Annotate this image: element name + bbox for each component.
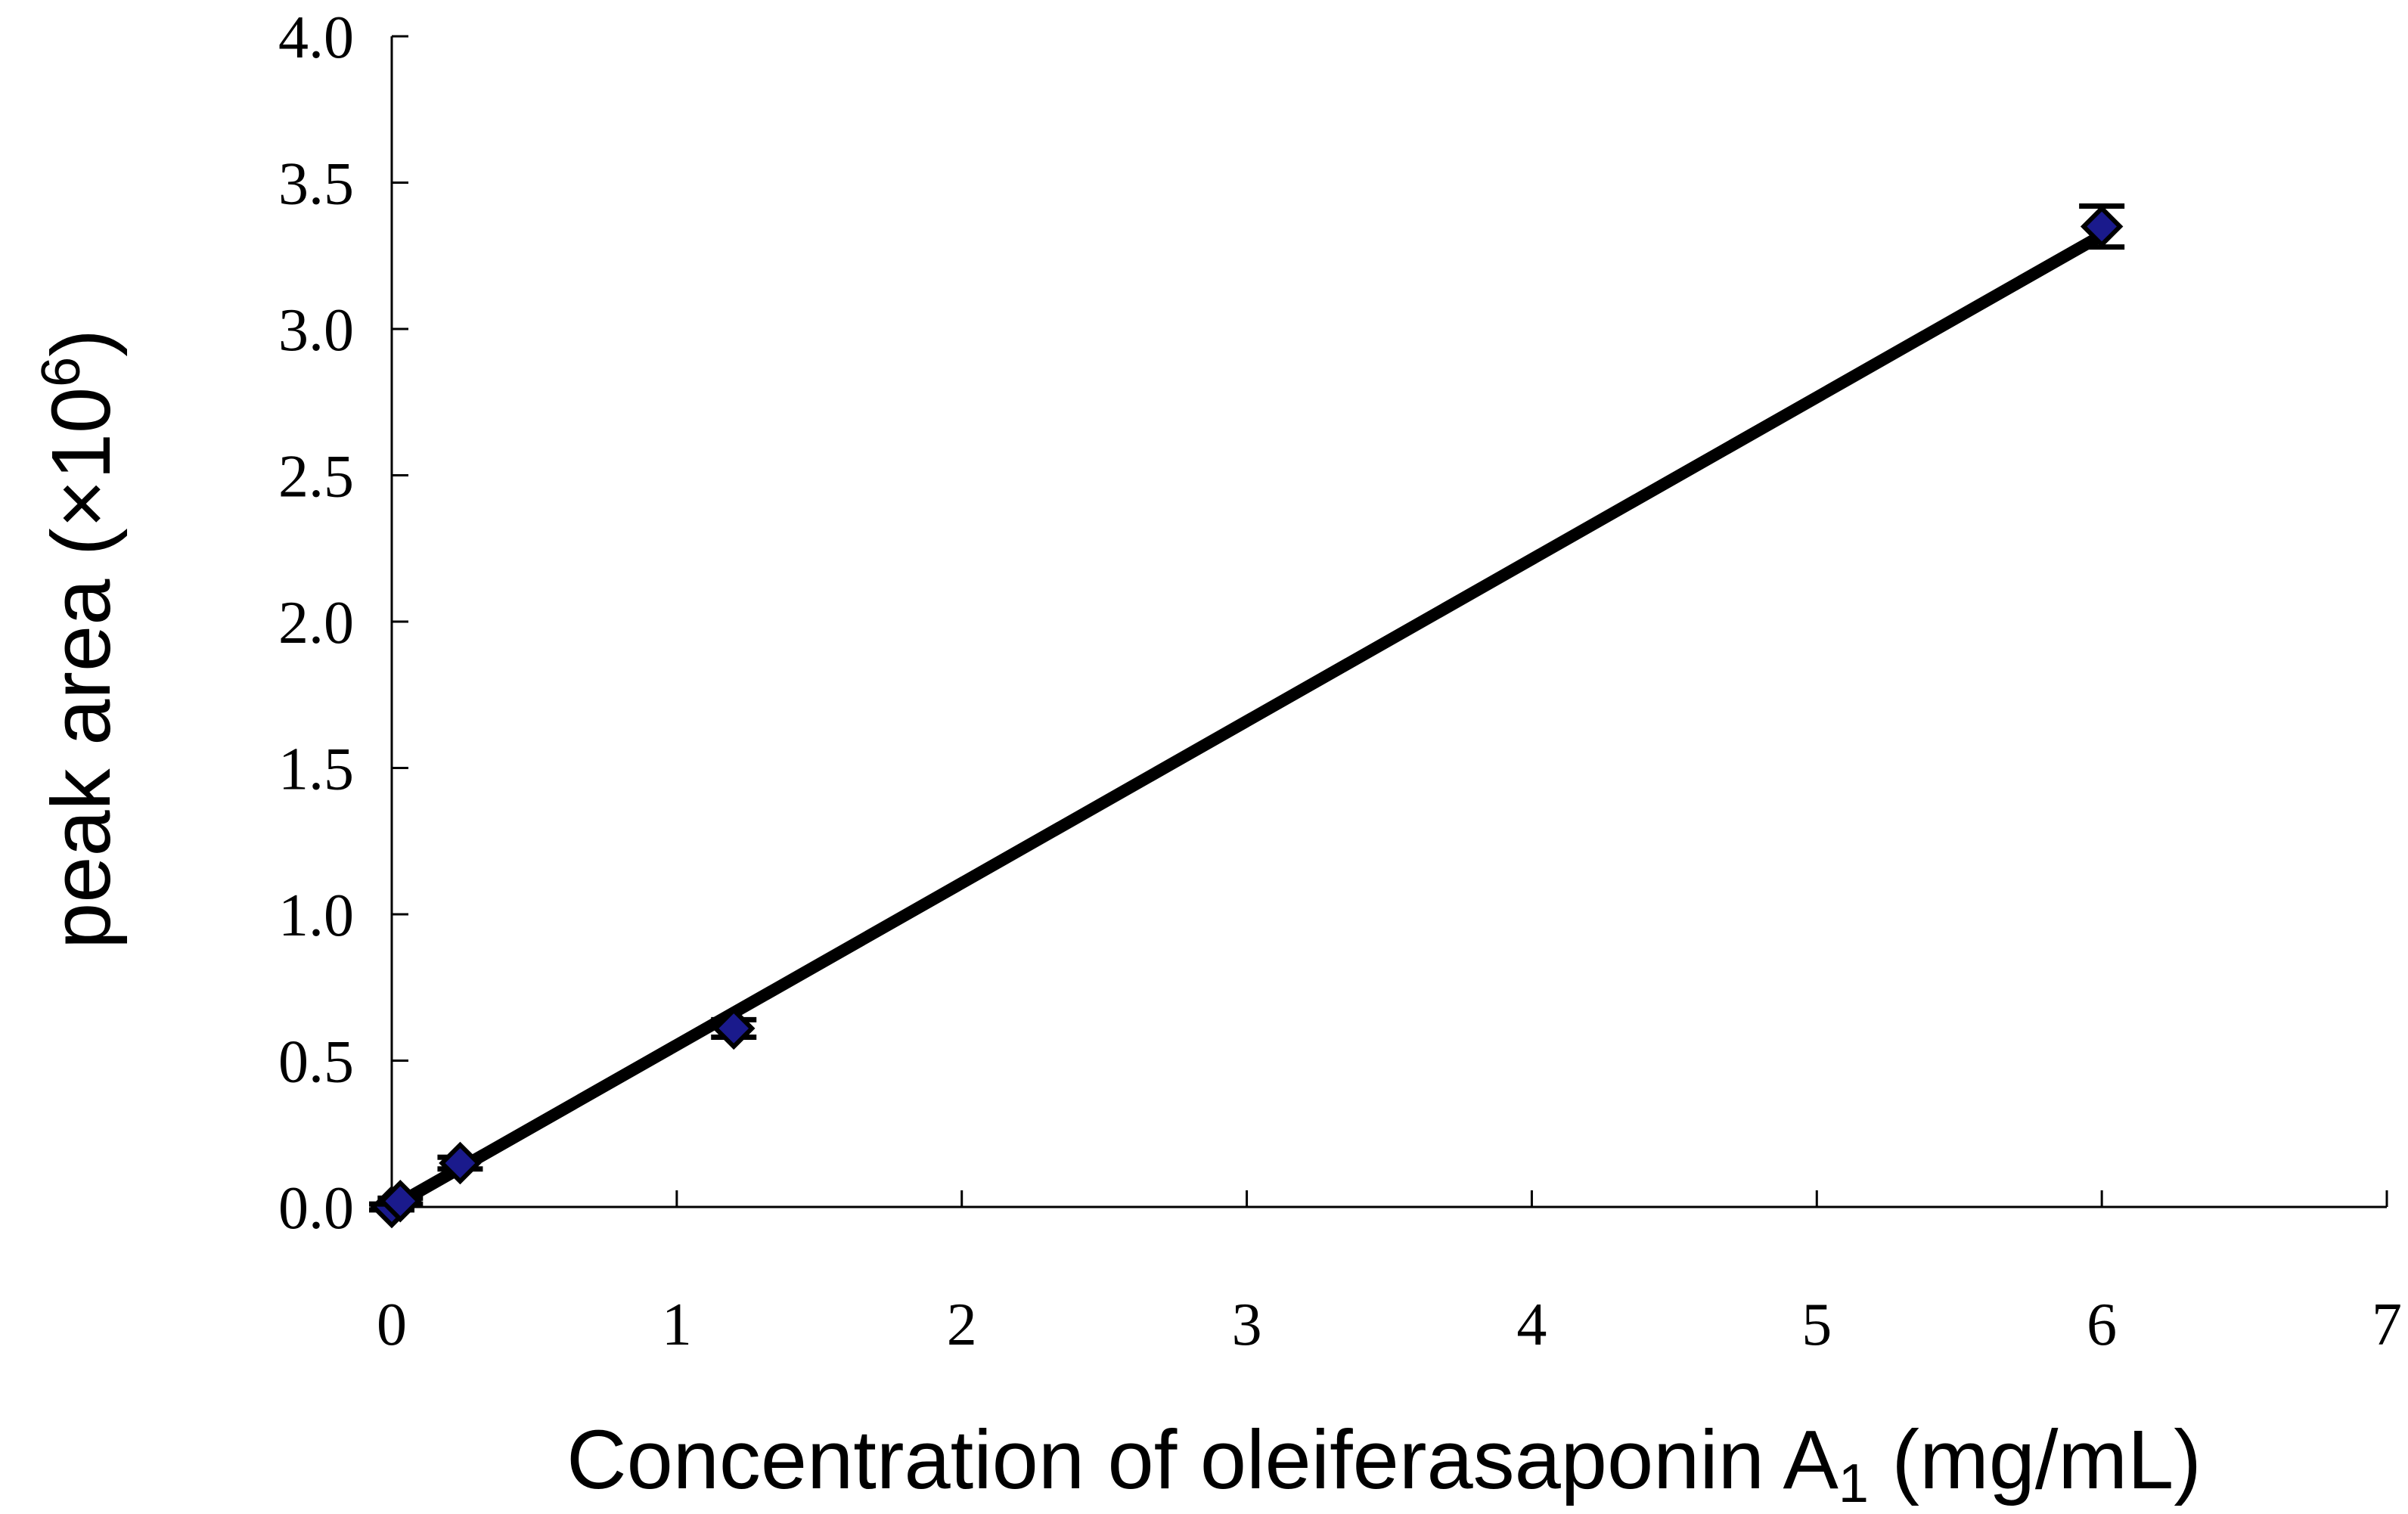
y-tick-label: 1.0 <box>278 883 354 949</box>
y-tick-label: 3.0 <box>278 297 354 364</box>
y-tick-label: 0.5 <box>278 1029 354 1096</box>
y-tick-label: 1.5 <box>278 737 354 803</box>
y-tick-label: 2.0 <box>278 590 354 656</box>
fit-line <box>386 229 2109 1213</box>
data-points <box>369 203 2125 1229</box>
x-tick-label: 6 <box>2087 1292 2117 1358</box>
data-point-marker <box>712 1007 756 1050</box>
y-axis-title: peak area (×106) <box>31 329 128 949</box>
x-ticks: 0 1 2 3 4 5 6 7 <box>377 1190 2402 1358</box>
x-axis-title: Concentration of oleiferasaponin A1 (mg/… <box>566 1413 2202 1514</box>
x-tick-label: 0 <box>377 1292 407 1358</box>
y-tick-label: 4.0 <box>278 5 354 71</box>
x-tick-label: 2 <box>947 1292 977 1358</box>
x-tick-label: 5 <box>1801 1292 1832 1358</box>
fit-line-group <box>386 229 2109 1213</box>
x-tick-label: 1 <box>662 1292 692 1358</box>
y-tick-label: 0.0 <box>278 1175 354 1242</box>
y-tick-label: 3.5 <box>278 151 354 218</box>
x-tick-label: 4 <box>1516 1292 1547 1358</box>
data-point-marker <box>439 1141 482 1185</box>
y-tick-label: 2.5 <box>278 444 354 510</box>
x-tick-label: 3 <box>1232 1292 1262 1358</box>
data-point-marker <box>379 1180 422 1223</box>
x-tick-label: 7 <box>2372 1292 2402 1358</box>
data-point-marker <box>2080 205 2124 248</box>
y-ticks: 0.0 0.5 1.0 1.5 2.0 2.5 3.0 3.5 4.0 <box>278 5 408 1242</box>
